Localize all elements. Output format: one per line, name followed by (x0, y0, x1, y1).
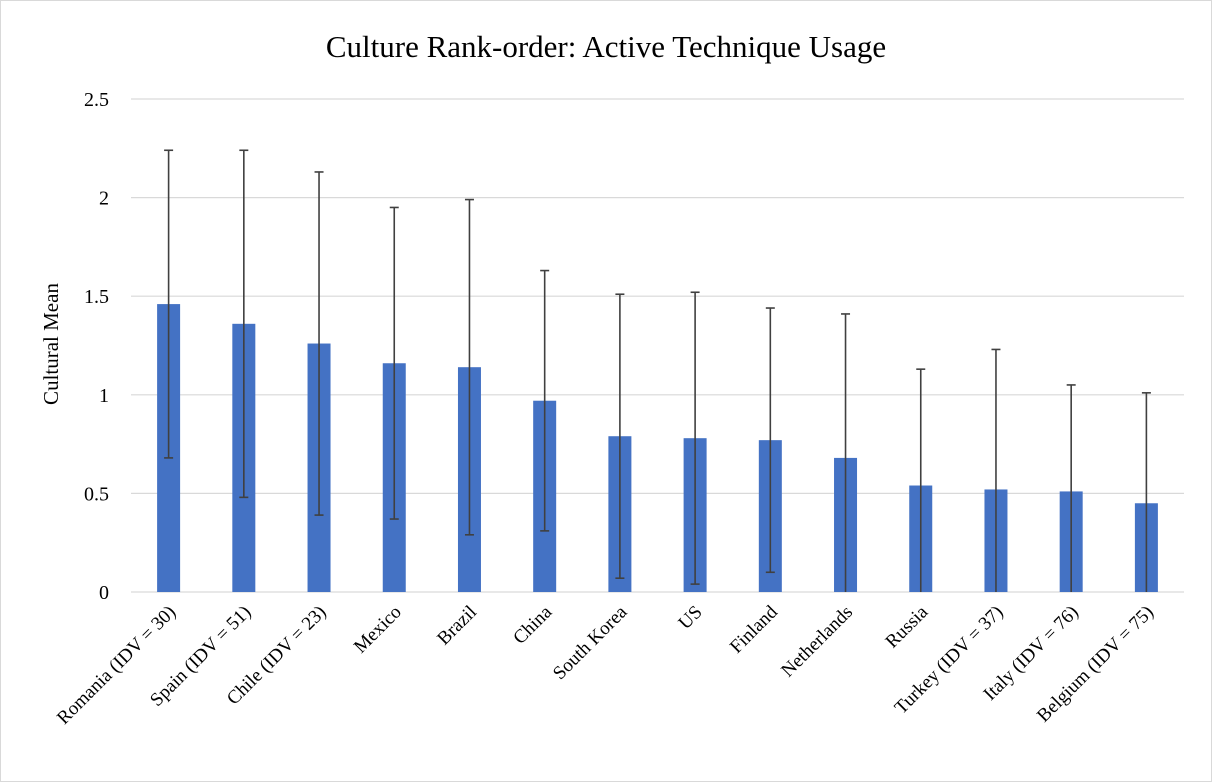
y-tick-label: 2.5 (84, 89, 109, 111)
error-bar (916, 368, 926, 592)
bars (157, 304, 1158, 592)
error-bar (464, 198, 474, 536)
error-bar (841, 313, 851, 592)
x-axis-category-labels: Romania (IDV = 30)Spain (IDV = 51)Chile … (53, 601, 1158, 728)
x-category-label: Netherlands (777, 602, 857, 682)
error-bars (164, 149, 1151, 592)
x-category-label: Russia (882, 601, 933, 652)
x-category-label: South Korea (549, 601, 632, 684)
error-bar (314, 171, 324, 516)
x-category-label: China (509, 601, 556, 648)
error-bar (991, 348, 1001, 592)
y-axis-title: Cultural Mean (39, 283, 63, 405)
x-category-label: Finland (726, 601, 782, 657)
chart-title: Culture Rank-order: Active Technique Usa… (326, 29, 886, 64)
error-bar (540, 269, 550, 532)
y-tick-label: 0.5 (84, 483, 109, 505)
x-category-label: US (675, 602, 707, 634)
y-axis-tick-labels: 0 0.5 1 1.5 2 2.5 (84, 89, 109, 604)
x-category-label: Brazil (433, 602, 481, 650)
error-bar (164, 149, 174, 459)
y-tick-label: 1.5 (84, 286, 109, 308)
error-bar (690, 291, 700, 585)
y-tick-label: 2 (99, 188, 109, 210)
y-tick-label: 1 (99, 385, 109, 407)
x-category-label: Mexico (350, 602, 406, 658)
y-tick-label: 0 (99, 582, 109, 604)
error-bar (239, 149, 249, 499)
error-bar (615, 293, 625, 579)
gridlines (131, 98, 1184, 593)
error-bar (1066, 384, 1076, 592)
error-bar (389, 206, 399, 520)
error-bar (1141, 392, 1151, 592)
error-bar (765, 307, 775, 574)
